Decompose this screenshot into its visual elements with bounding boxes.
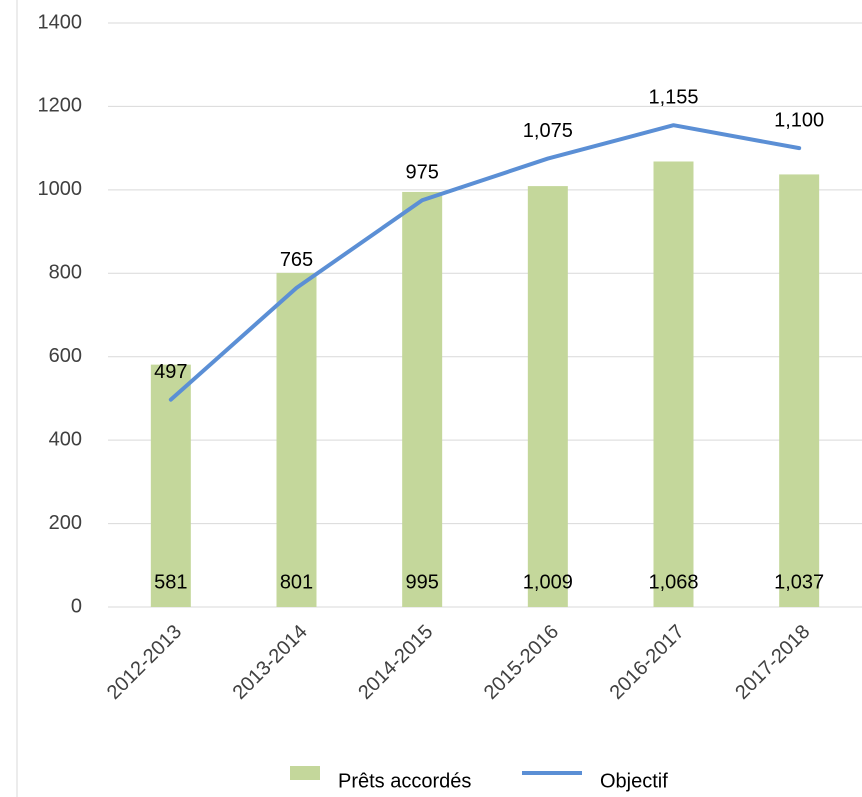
- data-label: 801: [280, 571, 313, 593]
- bar: [150, 364, 191, 607]
- data-label: 975: [405, 162, 438, 184]
- y-tick-label: 1000: [38, 178, 83, 200]
- legend-label: Prêts accordés: [338, 770, 471, 792]
- x-tick-label: 2016-2017: [606, 621, 689, 704]
- x-tick-label: 2017-2018: [731, 621, 814, 704]
- y-tick-label: 1200: [38, 95, 83, 117]
- y-tick-label: 0: [71, 595, 82, 617]
- y-tick-label: 200: [49, 512, 82, 534]
- data-label: 765: [280, 249, 313, 271]
- data-label: 1,155: [648, 86, 698, 108]
- bar: [653, 161, 694, 607]
- data-label: 581: [154, 571, 187, 593]
- y-tick-label: 800: [49, 262, 82, 284]
- x-tick-label: 2014-2015: [354, 621, 437, 704]
- data-label: 1,009: [523, 571, 573, 593]
- legend-swatch: [290, 766, 320, 780]
- y-tick-label: 1400: [38, 11, 83, 33]
- y-tick-label: 400: [49, 428, 82, 450]
- data-label: 497: [154, 361, 187, 383]
- data-label: 1,100: [774, 109, 824, 131]
- y-tick-label: 600: [49, 345, 82, 367]
- data-label: 1,068: [648, 571, 698, 593]
- data-label: 1,075: [523, 120, 573, 142]
- bar: [402, 191, 443, 607]
- x-tick-label: 2012-2013: [103, 621, 186, 704]
- data-label: 1,037: [774, 571, 824, 593]
- bar: [527, 186, 568, 608]
- legend-label: Objectif: [600, 770, 668, 792]
- x-tick-label: 2015-2016: [480, 621, 563, 704]
- line: [168, 123, 802, 402]
- x-tick-label: 2013-2014: [229, 621, 312, 704]
- bar: [779, 174, 820, 607]
- data-label: 995: [405, 571, 438, 593]
- bar: [276, 272, 317, 607]
